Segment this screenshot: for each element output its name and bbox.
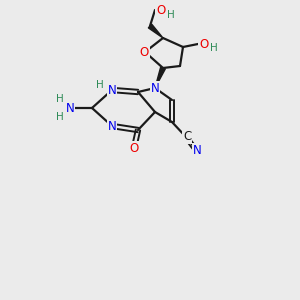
Text: O: O — [140, 46, 148, 59]
Text: H: H — [167, 10, 175, 20]
Text: H: H — [56, 112, 64, 122]
Text: N: N — [108, 83, 116, 97]
Text: O: O — [156, 4, 166, 16]
Text: N: N — [193, 143, 201, 157]
Text: N: N — [151, 82, 159, 94]
Text: N: N — [66, 101, 74, 115]
Text: N: N — [108, 119, 116, 133]
Text: H: H — [96, 80, 104, 90]
Text: H: H — [56, 94, 64, 104]
Polygon shape — [155, 67, 165, 88]
Polygon shape — [148, 24, 163, 38]
Text: O: O — [200, 38, 208, 50]
Text: H: H — [210, 43, 218, 53]
Text: O: O — [129, 142, 139, 154]
Text: C: C — [183, 130, 191, 143]
